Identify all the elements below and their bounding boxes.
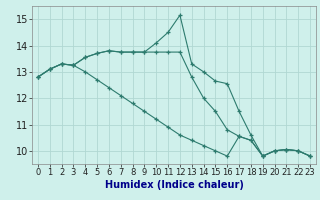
X-axis label: Humidex (Indice chaleur): Humidex (Indice chaleur) xyxy=(105,180,244,190)
